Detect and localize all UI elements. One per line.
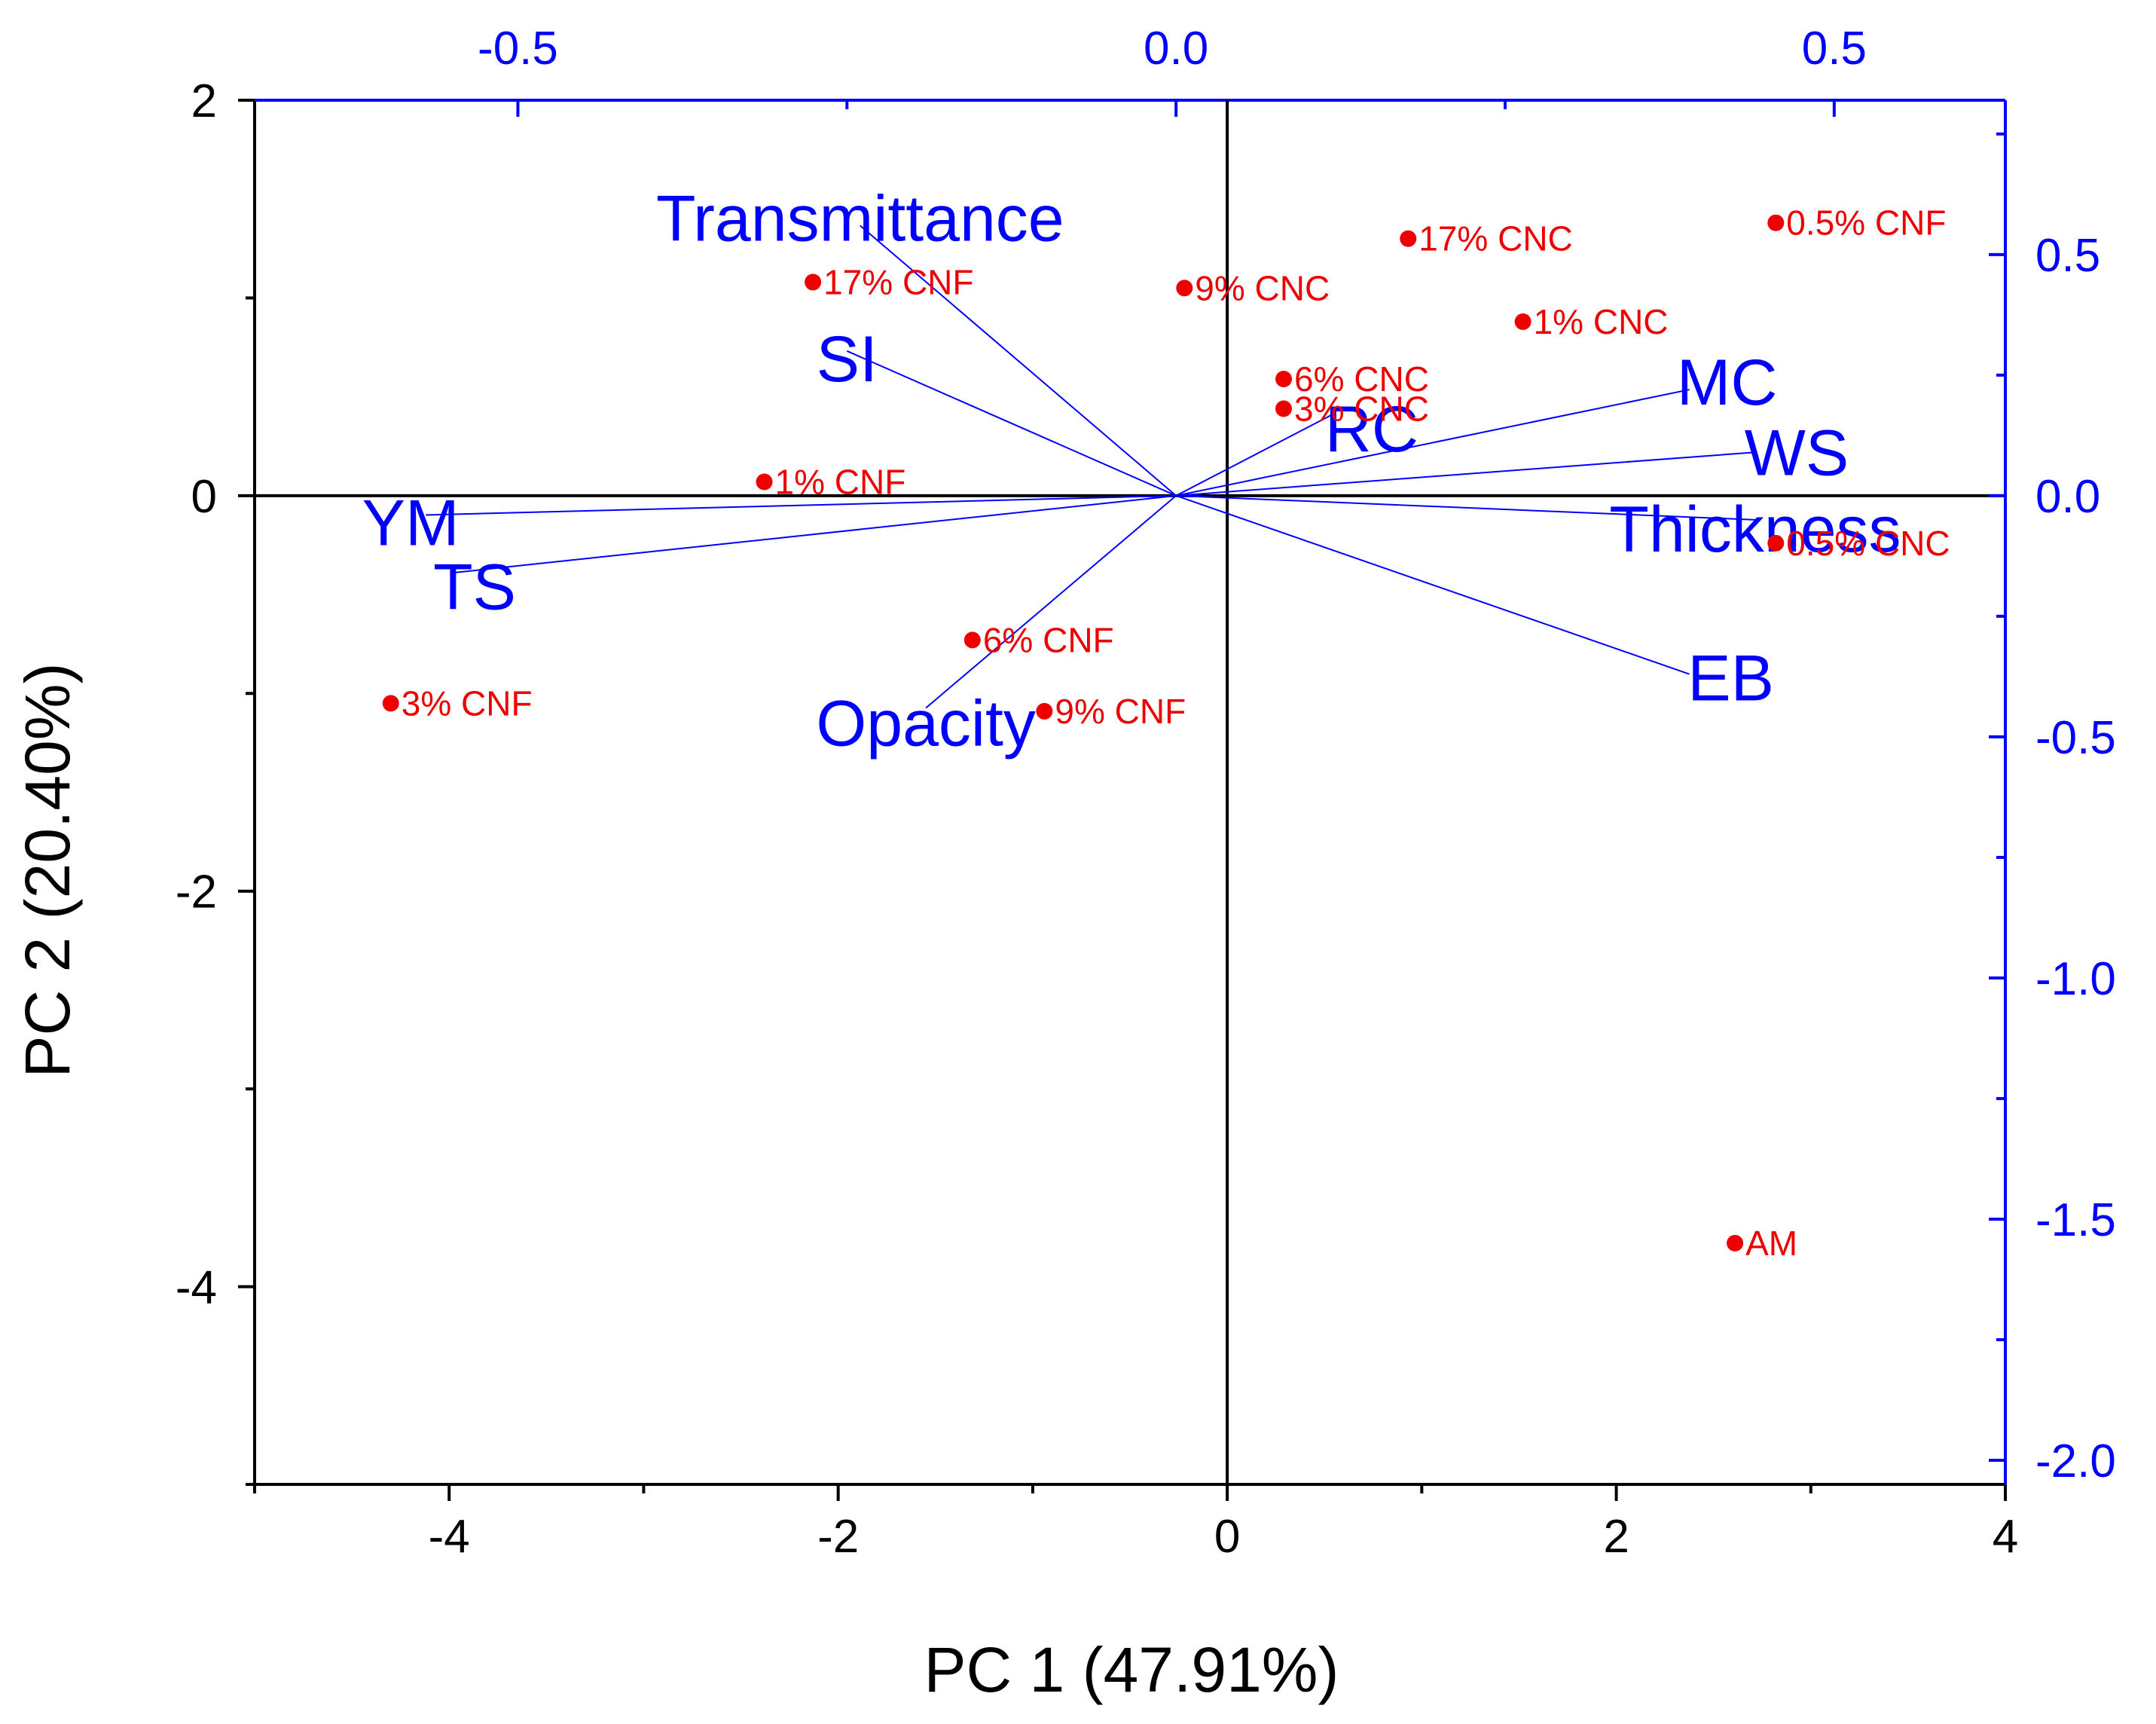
axis-ticks <box>238 99 2007 1501</box>
x-tick-label: -4 <box>429 1511 470 1563</box>
y-tick-label: -4 <box>176 1262 217 1314</box>
score-point <box>756 473 773 491</box>
score-point <box>1400 230 1417 247</box>
right-tick-label: 0.0 <box>2035 471 2100 523</box>
x-tick-label: 4 <box>1993 1511 2018 1563</box>
plot-frame <box>253 99 2007 1486</box>
score-point <box>805 274 822 291</box>
score-label: 9% CNF <box>1055 692 1186 731</box>
x-tick-label: -2 <box>817 1511 859 1563</box>
score-points <box>382 214 1785 1252</box>
right-tick-label: -0.5 <box>2035 712 2116 764</box>
y-tick-label: 0 <box>191 471 217 523</box>
score-label: 6% CNC <box>1294 359 1429 399</box>
score-point <box>1767 534 1785 552</box>
loading-label-transmittance: Transmittance <box>656 182 1064 255</box>
score-point <box>963 631 981 649</box>
loading-label-eb: EB <box>1687 643 1774 715</box>
top-tick-label: 0.0 <box>1144 23 1208 75</box>
score-label: 1% CNC <box>1534 302 1669 341</box>
x-tick-label: 2 <box>1603 1511 1629 1563</box>
score-labels: 17% CNC 0.5% CNF 17% CNF 9% CNC 1% CNC 6% CNC… <box>402 203 1950 1263</box>
score-label: 0.5% CNC <box>1786 524 1950 563</box>
score-label: 0.5% CNF <box>1786 203 1946 243</box>
score-label: 17% CNF <box>823 262 973 301</box>
score-point <box>1176 280 1193 297</box>
score-point <box>1727 1234 1744 1252</box>
loading-vector-thickness <box>1176 494 1756 521</box>
loading-vector-eb <box>1175 494 1690 675</box>
right-tick-label: -2.0 <box>2035 1435 2116 1487</box>
score-point <box>1275 400 1292 417</box>
score-label: 6% CNF <box>983 620 1114 659</box>
loading-vector-transmittance <box>860 225 1177 497</box>
y-axis-title: PC 2 (20.40%) <box>12 663 83 1078</box>
score-label: 3% CNC <box>1294 389 1429 428</box>
score-label: 17% CNC <box>1419 219 1573 258</box>
loading-label-ym: YM <box>362 487 460 559</box>
loading-label-opacity: Opacity <box>816 687 1036 760</box>
score-point <box>1514 313 1531 330</box>
x-tick-label: 0 <box>1214 1511 1240 1563</box>
score-label: 3% CNF <box>402 683 533 723</box>
zero-lines <box>255 100 2005 1484</box>
loading-label-si: SI <box>817 323 878 396</box>
loading-label-rc: RC <box>1325 393 1419 466</box>
score-point <box>1767 214 1785 231</box>
loading-vectors <box>426 225 1756 709</box>
loading-label-thickness: Thickness <box>1609 494 1901 566</box>
right-tick-label: -1.0 <box>2035 953 2116 1005</box>
y-tick-label: -2 <box>176 867 217 919</box>
loading-label-mc: MC <box>1677 347 1778 419</box>
x-axis-title: PC 1 (47.91%) <box>924 1634 1339 1705</box>
loading-vector-si <box>846 350 1177 497</box>
loading-vector-ym <box>426 494 1177 516</box>
top-tick-label: 0.5 <box>1802 23 1867 75</box>
top-tick-label: -0.5 <box>478 23 558 75</box>
loading-vector-ws <box>1176 451 1756 497</box>
axis-tick-labels: -4 -2 0 2 4 2 0 -2 -4 -0.5 0.0 0.5 0.5 0.0 -0.5 -1.0 -1.… <box>176 23 2116 1563</box>
loading-vector-rc <box>1175 413 1335 497</box>
score-label: 1% CNF <box>775 462 906 501</box>
loading-label-ws: WS <box>1745 417 1849 489</box>
y-tick-label: 2 <box>191 75 217 127</box>
score-point <box>382 695 399 712</box>
loading-label-ts: TS <box>433 551 516 623</box>
loading-vector-ts <box>451 494 1177 574</box>
score-point <box>1036 702 1053 720</box>
right-tick-label: -1.5 <box>2035 1194 2116 1246</box>
score-label: 9% CNC <box>1195 268 1330 307</box>
score-label: AM <box>1745 1224 1797 1263</box>
score-point <box>1275 371 1292 388</box>
loading-vector-mc <box>1175 389 1690 497</box>
loading-vector-opacity <box>925 495 1177 709</box>
right-tick-label: 0.5 <box>2035 230 2100 282</box>
